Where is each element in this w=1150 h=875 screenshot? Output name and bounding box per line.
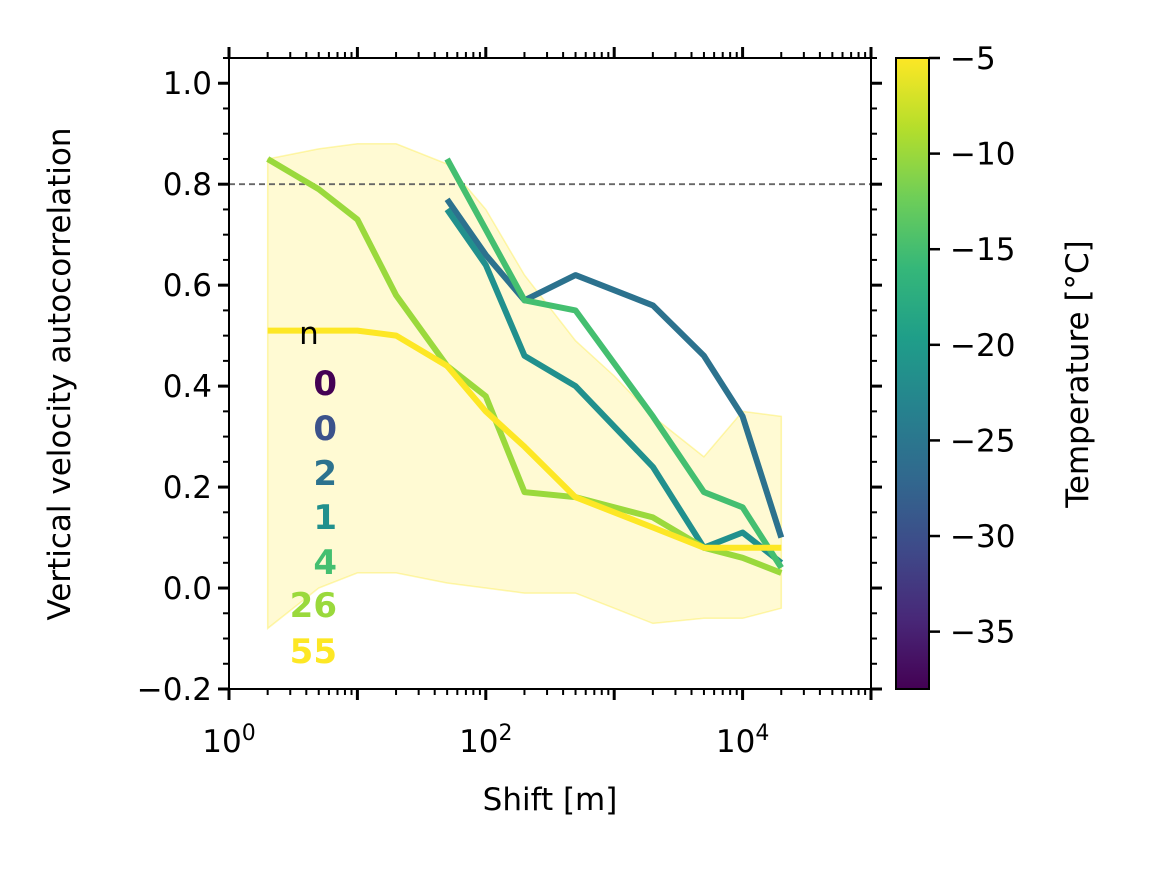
sample-count-legend: n 0 0 21 426 55 <box>290 316 337 672</box>
y-tick-label: 0.4 <box>163 369 212 405</box>
count-label-4: 4 <box>313 543 337 583</box>
count-label-1: 0 <box>313 409 337 449</box>
colorbar-title: Temperature [°C] <box>1060 240 1096 509</box>
x-tick-label: 104 <box>716 721 769 760</box>
colorbar-tick-label: −10 <box>950 137 1015 173</box>
y-tick-label: 0.8 <box>163 167 212 203</box>
x-axis-title: Shift [m] <box>483 782 618 818</box>
y-tick-label: 0.6 <box>163 268 212 304</box>
colorbar-ticks: −5 −10 −15 −20 −25 −30 −35 <box>929 41 1015 651</box>
series-line-1 <box>444 207 784 566</box>
x-tick-label: 100 <box>202 721 255 760</box>
colorbar-tick-label: −5 <box>950 41 996 77</box>
colorbar-tick-label: −20 <box>950 328 1015 364</box>
colorbar-tick-label: −25 <box>950 423 1015 459</box>
count-label-0: 0 <box>313 364 337 404</box>
y-tick-label: −0.2 <box>137 672 212 708</box>
y-axis-title: Vertical velocity autocorrelation <box>42 127 78 620</box>
band-layer <box>266 143 783 630</box>
y-tick-label: 0.0 <box>163 571 212 607</box>
plot-frame <box>228 57 872 690</box>
x-tick-label: 102 <box>459 721 512 760</box>
y-tick-label: 1.0 <box>163 66 212 102</box>
count-label-2: 2 <box>313 454 337 494</box>
colorbar-tick-label: −30 <box>950 519 1015 555</box>
y-tick-label: 0.2 <box>163 470 212 506</box>
series-layer <box>266 156 785 576</box>
series-line-2 <box>444 157 784 570</box>
count-label-6: 55 <box>290 632 337 672</box>
colorbar-tick-label: −35 <box>950 615 1015 651</box>
series-line-0 <box>444 197 785 539</box>
count-label-5: 26 <box>290 586 337 626</box>
series-line-4 <box>267 327 782 551</box>
count-header: n <box>299 316 319 352</box>
count-label-3: 1 <box>313 498 337 538</box>
colorbar-tick-label: −15 <box>950 232 1015 268</box>
spread-band <box>266 143 783 630</box>
colorbar <box>895 57 930 690</box>
